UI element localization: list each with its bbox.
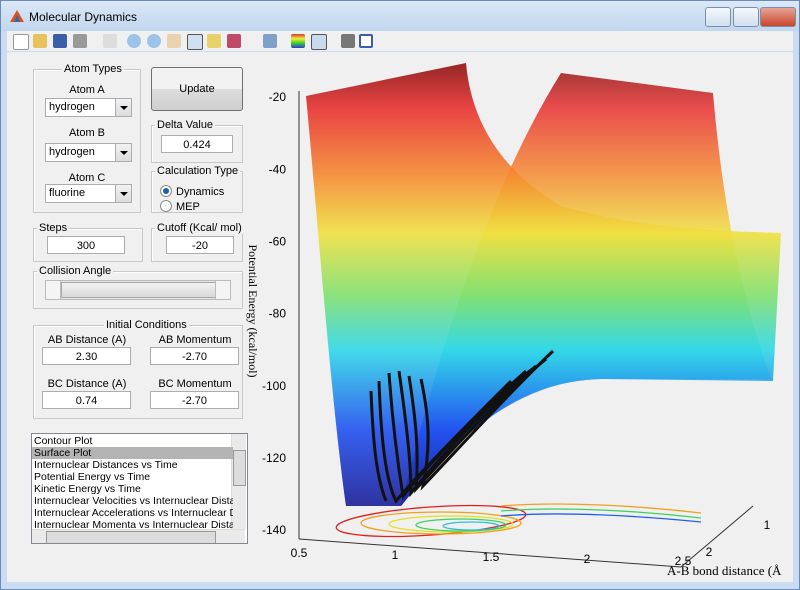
list-item[interactable]: Contour Plot	[34, 435, 93, 447]
print-icon[interactable]	[73, 34, 87, 48]
plot-list[interactable]: Contour Plot Surface Plot Internuclear Dis…	[31, 433, 248, 544]
legend-icon[interactable]	[311, 34, 327, 50]
delta-value-input[interactable]: 0.424	[161, 135, 233, 153]
radio-circle	[160, 200, 172, 212]
collision-angle-panel: Collision Angle	[33, 265, 243, 309]
dock-icon[interactable]	[359, 34, 373, 48]
atom-c-value: fluorine	[49, 187, 86, 199]
app-icon	[10, 10, 24, 22]
ab-momentum-label: AB Momentum	[158, 334, 232, 346]
atom-b-select[interactable]: hydrogen	[45, 143, 132, 162]
toolbar	[7, 31, 793, 51]
vertical-scrollbar[interactable]	[231, 434, 246, 529]
atom-a-select[interactable]: hydrogen	[45, 98, 132, 117]
atom-b-value: hydrogen	[49, 146, 95, 158]
close-button[interactable]	[760, 7, 796, 27]
list-item[interactable]: Potential Energy vs Time	[34, 471, 151, 483]
zoom-in-icon[interactable]	[127, 34, 141, 48]
radio-circle	[160, 185, 172, 197]
atom-b-label: Atom B	[68, 127, 106, 139]
atom-types-panel: Atom Types Atom A hydrogen Atom B hydrog…	[33, 63, 141, 213]
link-icon[interactable]	[263, 34, 277, 48]
initial-conditions-panel: Initial Conditions AB Distance (A) AB Mo…	[33, 319, 243, 419]
list-item[interactable]: Kinetic Energy vs Time	[34, 483, 141, 495]
colorbar-icon[interactable]	[291, 34, 305, 48]
panel-title: Cutoff (Kcal/ mol)	[155, 222, 244, 234]
slider-thumb[interactable]	[61, 282, 221, 298]
list-item[interactable]: Internuclear Momenta vs Internuclear Dis…	[34, 519, 233, 531]
atom-c-select[interactable]: fluorine	[45, 184, 132, 203]
ab-momentum-input[interactable]: -2.70	[150, 347, 239, 365]
steps-input[interactable]: 300	[47, 236, 125, 254]
bc-momentum-input[interactable]: -2.70	[150, 391, 239, 409]
collision-angle-slider[interactable]	[45, 280, 231, 300]
list-item[interactable]: Surface Plot	[32, 447, 233, 459]
calculation-type-panel: Calculation Type Dynamics MEP	[151, 165, 243, 213]
radio-label: Dynamics	[176, 186, 225, 198]
window-title: Molecular Dynamics	[29, 10, 138, 24]
rotate-icon[interactable]	[187, 34, 203, 50]
bc-distance-input[interactable]: 0.74	[42, 391, 131, 409]
steps-panel: Steps 300	[33, 222, 143, 262]
bc-distance-label: BC Distance (A)	[47, 378, 127, 390]
pan-icon[interactable]	[167, 34, 181, 48]
atom-a-label: Atom A	[69, 84, 105, 96]
slider-left-arrow[interactable]	[46, 281, 61, 299]
slider-right-arrow[interactable]	[215, 281, 230, 299]
bc-momentum-label: BC Momentum	[158, 378, 232, 390]
datacursor-icon[interactable]	[207, 34, 221, 48]
panel-title: Delta Value	[155, 119, 216, 131]
atom-c-label: Atom C	[68, 172, 106, 184]
figure: Atom Types Atom A hydrogen Atom B hydrog…	[7, 52, 793, 582]
hide-tools-icon[interactable]	[341, 34, 355, 48]
title-bar: Molecular Dynamics	[1, 1, 799, 31]
horizontal-scrollbar[interactable]	[32, 529, 245, 543]
ab-distance-input[interactable]: 2.30	[42, 347, 131, 365]
scroll-thumb[interactable]	[233, 450, 246, 486]
pointer-icon[interactable]	[103, 34, 117, 48]
panel-title: Atom Types	[62, 63, 124, 75]
brush-icon[interactable]	[227, 34, 241, 48]
list-item[interactable]: Internuclear Accelerations vs Internucle…	[34, 507, 233, 519]
radio-option[interactable]: Dynamics	[160, 185, 224, 198]
radio-option[interactable]: MEP	[160, 200, 200, 213]
panel-title: Collision Angle	[37, 265, 114, 277]
list-item[interactable]: Internuclear Distances vs Time	[34, 459, 178, 471]
panel-title: Calculation Type	[155, 165, 241, 177]
atom-a-value: hydrogen	[49, 101, 95, 113]
delta-value-panel: Delta Value 0.424	[151, 119, 243, 163]
save-icon[interactable]	[53, 34, 67, 48]
zoom-out-icon[interactable]	[147, 34, 161, 48]
panel-title: Steps	[37, 222, 70, 234]
update-button[interactable]: Update	[151, 67, 243, 111]
open-icon[interactable]	[33, 34, 47, 48]
list-item[interactable]: Internuclear Velocities vs Internuclear …	[34, 495, 233, 507]
new-icon[interactable]	[13, 34, 29, 50]
panel-title: Initial Conditions	[104, 319, 189, 331]
maximize-button[interactable]	[733, 7, 759, 27]
cutoff-panel: Cutoff (Kcal/ mol) -20	[151, 222, 244, 262]
minimize-button[interactable]	[705, 7, 731, 27]
ab-distance-label: AB Distance (A)	[47, 334, 127, 346]
cutoff-input[interactable]: -20	[166, 236, 234, 254]
scroll-thumb[interactable]	[46, 531, 216, 543]
radio-label: MEP	[176, 201, 200, 213]
